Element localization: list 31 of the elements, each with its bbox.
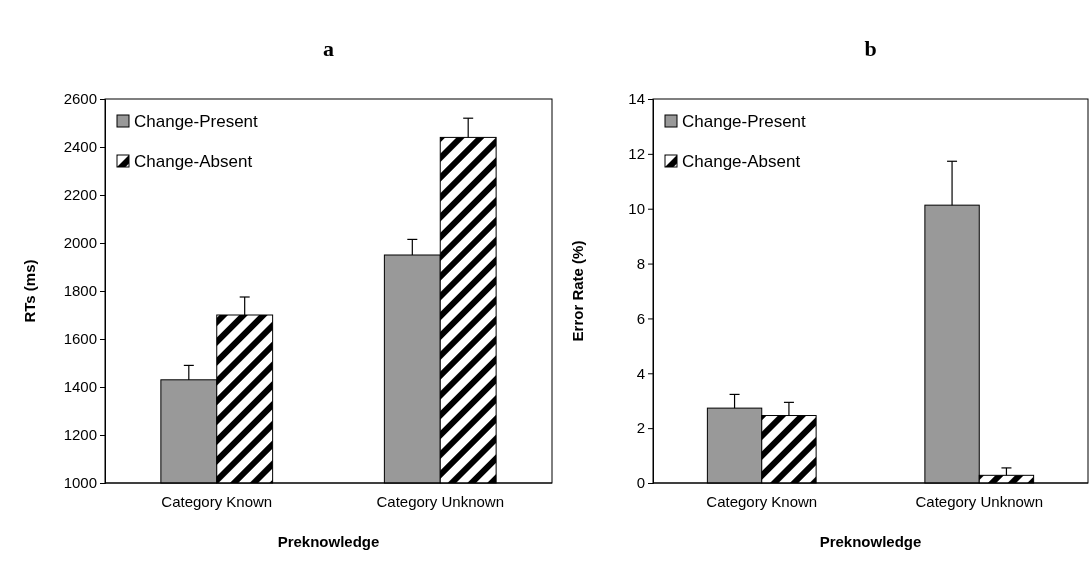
y-tick-label: 12 — [628, 145, 645, 163]
chart-title: a — [323, 36, 334, 61]
y-axis-title: RTs (ms) — [21, 259, 38, 323]
x-tick-label: Category Known — [706, 493, 818, 510]
y-tick-label: 0 — [636, 474, 645, 492]
x-tick-label: Category Known — [161, 493, 273, 510]
x-tick-label: Category Unknown — [915, 493, 1044, 510]
y-tick-label: 10 — [628, 200, 645, 218]
y-tick-label: 2400 — [63, 138, 97, 156]
y-tick-label: 2200 — [63, 186, 97, 204]
y-tick-label: 1000 — [63, 474, 97, 492]
y-tick-label: 8 — [636, 254, 645, 272]
y-tick-label: 1600 — [63, 330, 97, 348]
y-axis-title: Error Rate (%) — [569, 240, 586, 342]
legend-label: Change-Present — [134, 112, 259, 131]
x-axis-title: Preknowledge — [819, 533, 922, 550]
y-tick-label: 1200 — [63, 426, 97, 444]
y-tick-label: 2 — [636, 419, 645, 437]
y-tick-label: 4 — [636, 364, 645, 382]
x-tick-label: Category Unknown — [376, 493, 505, 510]
x-axis-title: Preknowledge — [277, 533, 380, 550]
y-tick-label: 2000 — [63, 234, 97, 252]
legend-label: Change-Absent — [682, 152, 801, 171]
legend-label: Change-Absent — [134, 152, 253, 171]
y-tick-label: 1400 — [63, 378, 97, 396]
y-tick-label: 14 — [628, 90, 645, 108]
chart-title: b — [864, 36, 877, 61]
legend-label: Change-Present — [682, 112, 807, 131]
y-tick-label: 6 — [636, 309, 645, 327]
y-tick-label: 2600 — [63, 90, 97, 108]
y-tick-label: 1800 — [63, 282, 97, 300]
